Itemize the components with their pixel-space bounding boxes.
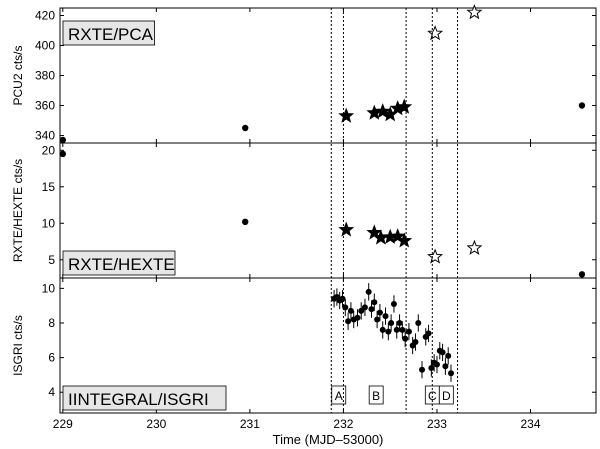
panel-label-box	[62, 385, 227, 411]
data-point-star	[338, 107, 355, 123]
data-point	[345, 318, 352, 325]
panel-label: RXTE/HEXTE	[68, 255, 175, 274]
panels: 340 360 380 400 420 PCU2 cts/s RXTE/PCA 5 10 15 20…	[11, 4, 597, 414]
data-point	[405, 328, 412, 335]
y-tick-label: 4	[48, 385, 55, 399]
data-point-open-star	[427, 25, 444, 41]
y-tick-label: 400	[35, 39, 55, 53]
interval-label-box	[438, 385, 454, 405]
data-point	[59, 136, 67, 144]
interval-label-box	[368, 385, 384, 405]
interval-label: D	[442, 389, 451, 403]
y-tick-label: 8	[48, 316, 55, 330]
data-point	[365, 288, 372, 295]
data-point-star	[396, 98, 413, 114]
y-tick-label: 10	[42, 281, 56, 295]
y-tick-label: 420	[35, 9, 55, 23]
y-tick-label: 5	[48, 253, 55, 267]
data-point	[242, 124, 249, 132]
x-tick-label: 231	[240, 417, 260, 431]
data-point	[339, 295, 346, 302]
x-tick-label: 232	[333, 417, 353, 431]
data-point-star	[374, 103, 391, 119]
x-tick-label: 234	[521, 417, 541, 431]
data-point	[371, 299, 378, 306]
y-tick-label: 6	[48, 351, 55, 365]
x-axis: 229 230 231 232 233 234 Time (MJD–53000)	[53, 417, 541, 447]
x-tick-label: 229	[53, 417, 73, 431]
y-axis-label: ISGRI cts/s	[11, 315, 25, 376]
data-point	[578, 271, 586, 278]
data-point	[354, 314, 361, 321]
data-point	[385, 328, 392, 335]
panel-label-box	[62, 20, 155, 46]
data-point	[376, 309, 383, 316]
data-point-star	[338, 221, 355, 237]
interval-lines	[330, 8, 459, 413]
y-tick-label: 360	[35, 99, 55, 113]
data-point	[374, 316, 381, 323]
x-tick-label: 233	[427, 417, 447, 431]
data-point	[439, 349, 446, 356]
data-point	[59, 150, 67, 158]
panel-1: 340 360 380 400 420 PCU2 cts/s RXTE/PCA	[11, 4, 597, 144]
data-point	[402, 335, 409, 342]
panel-label: IINTEGRAL/ISGRI	[68, 390, 209, 409]
data-point	[361, 304, 368, 311]
y-tick-label: 340	[35, 129, 55, 143]
panel-2: 5 10 15 20 RXTE/HEXTE cts/s RXTE/HEXTE	[11, 142, 597, 279]
data-point	[393, 326, 400, 333]
data-point	[445, 352, 452, 359]
data-point-star	[389, 228, 406, 244]
data-point-star	[396, 232, 413, 248]
data-point	[433, 361, 440, 368]
y-axis-label: PCU2 cts/s	[11, 45, 25, 105]
data-point-open-star	[466, 239, 483, 255]
data-point	[242, 218, 249, 226]
data-point	[415, 320, 422, 326]
interval-label-box	[331, 385, 347, 405]
data-point	[412, 339, 419, 346]
data-point-open-star	[466, 4, 483, 20]
data-point	[396, 320, 403, 326]
data-point	[442, 363, 449, 370]
data-point	[399, 326, 406, 333]
data-point	[425, 330, 432, 337]
y-tick-label: 20	[42, 143, 56, 157]
x-axis-label: Time (MJD–53000)	[273, 432, 384, 447]
panel-label: RXTE/PCA	[68, 25, 154, 44]
panel-frame	[59, 277, 597, 414]
y-axis-label: RXTE/HEXTE cts/s	[11, 159, 25, 262]
data-point-open-star	[427, 248, 444, 264]
y-tick-label: 380	[35, 69, 55, 83]
x-tick-label: 230	[146, 417, 166, 431]
data-point	[390, 300, 397, 307]
interval-label: B	[372, 389, 380, 403]
data-point	[428, 365, 435, 371]
interval-label: A	[335, 389, 343, 403]
data-point	[419, 366, 426, 373]
data-point	[382, 313, 389, 320]
y-tick-label: 15	[42, 180, 56, 194]
data-point	[347, 307, 354, 314]
data-point	[379, 326, 386, 333]
y-tick-label: 10	[42, 216, 56, 230]
data-point	[388, 320, 395, 326]
data-point	[578, 102, 586, 109]
data-point	[368, 306, 375, 313]
data-point	[448, 370, 455, 377]
panel-label-box	[62, 250, 176, 276]
